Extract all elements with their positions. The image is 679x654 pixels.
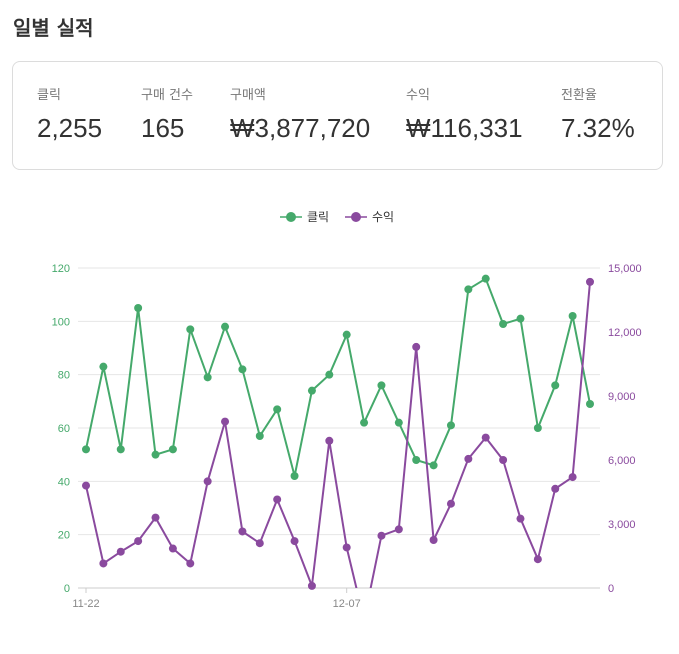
x-tick-label: 12-07 [333,598,361,610]
clicks-point [255,432,264,440]
clicks-point [412,456,421,464]
revenue-point [186,559,195,568]
revenue-point [151,513,160,522]
revenue-point [273,495,282,504]
clicks-point [533,424,542,432]
revenue-point [446,499,455,508]
clicks-point [168,445,177,454]
clicks-point [568,312,577,320]
revenue-line [85,281,591,588]
revenue-point [412,342,421,351]
y-left-tick-label: 0 [64,583,70,595]
clicks-point [290,472,299,480]
clicks-point [499,320,508,328]
clicks-point [134,304,143,312]
clicks-point [446,421,455,430]
y-left-tick-label: 40 [58,476,70,488]
clicks-line [85,277,591,477]
y-left-tick-label: 80 [58,370,70,382]
revenue-point [586,277,594,286]
clicks-point [151,450,160,459]
clicks-point [394,418,403,427]
revenue-point [99,559,108,568]
revenue-point [290,537,299,546]
stat-revenue: 수익 ₩116,331 [406,84,523,144]
clicks-point [429,461,438,470]
revenue-point [533,555,542,564]
clicks-point [342,330,351,339]
x-tick-label: 11-22 [72,598,99,610]
summary-card: 클릭 2,255 구매 건수 165 구매액 ₩3,877,720 수익 ₩11… [12,61,663,170]
legend-label: 수익 [372,210,394,224]
y-right-tick-label: 9,000 [608,391,636,403]
page-title: 일별 실적 [13,16,94,40]
revenue-point [499,456,508,464]
stat-conversion: 전환율 7.32% [561,84,635,144]
revenue-point [82,481,90,490]
clicks-point [551,381,560,390]
legend-label: 클릭 [307,210,329,224]
clicks-point [307,386,316,395]
stat-clicks-label: 클릭 [37,88,61,103]
revenue-point [203,477,212,486]
y-right-tick-label: 0 [608,583,614,595]
revenue-point [116,547,125,556]
revenue-point [429,536,438,544]
clicks-point [238,365,247,374]
stat-purchase-amount: 구매액 ₩3,877,720 [230,84,370,144]
revenue-point [168,544,177,553]
revenue-point [307,581,316,590]
stat-purchase-amount-label: 구매액 [230,88,266,103]
y-left-tick-label: 20 [58,530,70,542]
revenue-point [568,473,577,482]
legend-swatch-dot [351,212,361,222]
clicks-point [516,314,525,323]
revenue-point [255,539,264,548]
revenue-point [516,514,525,523]
stat-purchases: 구매 건수 165 [141,84,193,144]
clicks-point [273,405,282,414]
revenue-point [325,436,334,445]
revenue-point [221,417,230,426]
clicks-point [186,325,195,334]
daily-performance-chart: 클릭 수익 0 20 40 60 80 100 120 0 3,000 6,000 9,000 12,00… [52,210,642,610]
y-right-tick-label: 15,000 [608,263,642,275]
clicks-point [377,381,386,390]
y-right-tick-label: 3,000 [608,519,636,531]
clicks-point [586,400,594,408]
revenue-point [377,531,386,540]
y-left-tick-label: 120 [52,263,70,275]
y-right-tick-label: 12,000 [608,327,642,339]
stat-revenue-label: 수익 [406,88,430,103]
stat-conversion-value: 7.32% [561,113,635,143]
clicks-point [203,373,212,382]
legend-swatch-dot [286,212,296,222]
revenue-point [342,543,351,552]
clicks-point [82,445,90,454]
clicks-point [464,285,473,294]
revenue-point [481,433,490,442]
clicks-point [116,445,125,454]
clicks-point [360,418,369,427]
stat-clicks: 클릭 2,255 [37,84,102,144]
revenue-point [394,525,403,534]
revenue-point [134,537,143,546]
stat-purchases-label: 구매 건수 [141,88,193,103]
clicks-point [221,322,230,331]
stat-purchase-amount-value: ₩3,877,720 [230,113,371,143]
stat-clicks-value: 2,255 [37,113,103,143]
clicks-point [481,274,490,283]
y-left-tick-label: 100 [52,316,70,328]
revenue-point [238,527,247,536]
stat-purchases-value: 165 [141,113,185,143]
stat-revenue-value: ₩116,331 [406,113,523,143]
y-left-tick-label: 60 [58,423,70,435]
revenue-point [551,484,560,493]
clicks-point [325,370,334,379]
revenue-point [464,454,473,463]
clicks-point [99,362,108,371]
stat-conversion-label: 전환율 [561,88,597,103]
y-right-tick-label: 6,000 [608,455,636,467]
